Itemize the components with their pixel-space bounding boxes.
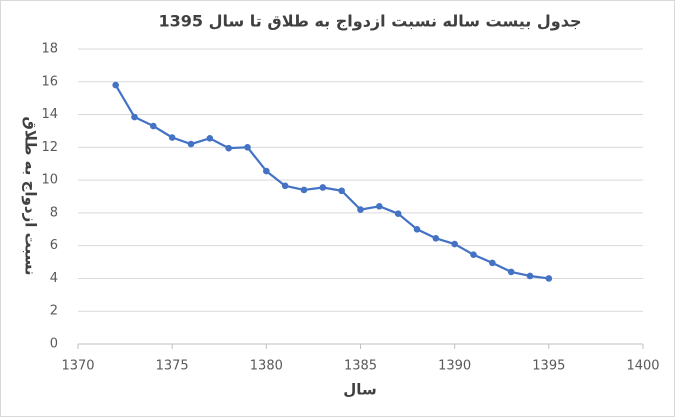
data-point	[206, 135, 214, 142]
y-tick-label: 14	[41, 107, 58, 122]
data-point	[545, 275, 553, 282]
data-point	[489, 259, 496, 267]
data-point	[526, 272, 534, 280]
y-tick-label: 2	[50, 304, 58, 319]
series-line	[114, 84, 549, 280]
y-tick-label: 18	[41, 42, 58, 57]
y-tick-label: 6	[50, 238, 58, 253]
data-point	[187, 140, 195, 148]
data-point	[150, 122, 157, 130]
y-tick-label: 10	[41, 173, 58, 188]
data-point	[413, 225, 421, 233]
y-tick-label: 4	[50, 271, 58, 286]
data-point	[470, 251, 477, 258]
data-point	[376, 203, 383, 210]
data-point	[263, 167, 270, 175]
data-point	[357, 206, 364, 213]
x-axis-label: سال	[343, 381, 376, 399]
y-tick-label: 8	[50, 205, 58, 220]
data-point	[225, 144, 232, 152]
y-tick-label: 0	[50, 337, 58, 352]
data-point	[281, 182, 289, 190]
x-tick-label: 1380	[250, 359, 283, 374]
x-tick-label: 1370	[61, 359, 94, 374]
data-point	[507, 268, 515, 276]
data-point	[168, 134, 176, 141]
data-point	[319, 184, 327, 191]
x-tick-label: 1375	[156, 359, 189, 374]
y-tick-label: 16	[41, 74, 58, 89]
y-tick-label: 12	[41, 140, 58, 155]
data-point	[300, 186, 308, 194]
data-point	[432, 234, 440, 242]
data-point	[451, 240, 458, 248]
x-tick-label: 1390	[438, 359, 471, 374]
chart-title: جدول بیست ساله نسبت ازدواج به طلاق تا سا…	[159, 12, 582, 31]
x-tick-label: 1385	[344, 359, 377, 374]
data-point	[112, 81, 119, 89]
data-point	[131, 113, 138, 121]
data-point	[338, 187, 345, 195]
x-tick-label: 1400	[626, 359, 659, 374]
x-tick-label: 1395	[532, 359, 565, 374]
y-axis-label: نسبت ازدواج به طلاق	[22, 117, 40, 276]
data-point	[394, 210, 402, 218]
data-point	[244, 144, 251, 151]
